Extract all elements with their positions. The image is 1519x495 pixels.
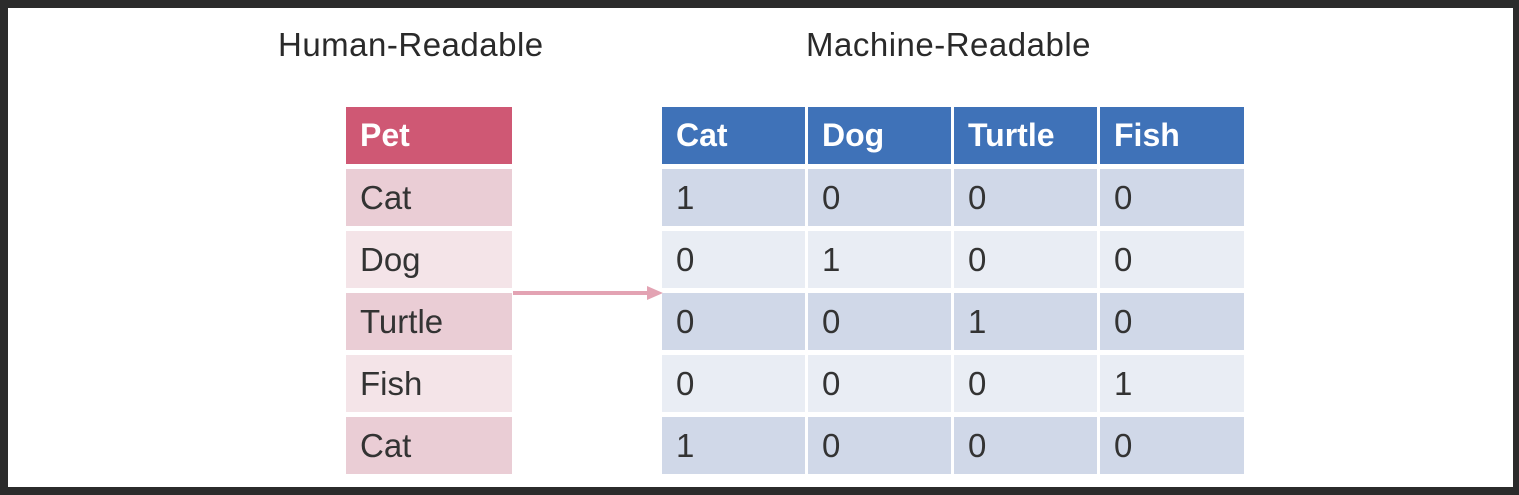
one-hot-column-header: Turtle (954, 107, 1097, 164)
pet-table: Pet Cat Dog Turtle Fish Cat (346, 107, 512, 474)
table-cell: 0 (662, 293, 805, 350)
table-cell: 0 (954, 355, 1097, 412)
one-hot-column-header: Cat (662, 107, 805, 164)
table-cell: 0 (808, 417, 951, 474)
pet-cell: Dog (346, 231, 512, 288)
pet-cell: Cat (346, 417, 512, 474)
pet-cell: Fish (346, 355, 512, 412)
table-cell: 0 (1100, 231, 1244, 288)
machine-readable-heading: Machine-Readable (806, 26, 1092, 63)
table-cell: 1 (662, 169, 805, 226)
table-cell: 1 (662, 417, 805, 474)
table-cell: 0 (1100, 417, 1244, 474)
table-cell: 1 (808, 231, 951, 288)
table-cell: 0 (808, 293, 951, 350)
arrow-right-icon (513, 286, 663, 300)
pet-cell: Turtle (346, 293, 512, 350)
pet-column-header: Pet (346, 107, 512, 164)
table-cell: 0 (662, 355, 805, 412)
table-row: 0 0 0 1 (662, 355, 1244, 412)
table-cell: 0 (954, 169, 1097, 226)
table-row: 0 1 0 0 (662, 231, 1244, 288)
one-hot-column-header: Fish (1100, 107, 1244, 164)
table-row: 1 0 0 0 (662, 169, 1244, 226)
table-cell: 1 (1100, 355, 1244, 412)
table-cell: 0 (1100, 293, 1244, 350)
table-cell: 0 (954, 417, 1097, 474)
table-cell: 0 (954, 231, 1097, 288)
human-readable-heading: Human-Readable (278, 26, 544, 63)
table-cell: 1 (954, 293, 1097, 350)
one-hot-header-row: Cat Dog Turtle Fish (662, 107, 1244, 164)
table-cell: 0 (1100, 169, 1244, 226)
slide: Human-Readable Machine-Readable Pet Cat … (8, 8, 1513, 487)
table-row: 1 0 0 0 (662, 417, 1244, 474)
table-row: 0 0 1 0 (662, 293, 1244, 350)
pet-cell: Cat (346, 169, 512, 226)
one-hot-column-header: Dog (808, 107, 951, 164)
table-cell: 0 (662, 231, 805, 288)
one-hot-table: Cat Dog Turtle Fish 1 0 0 0 0 1 0 0 0 0 … (662, 107, 1244, 474)
table-cell: 0 (808, 355, 951, 412)
table-cell: 0 (808, 169, 951, 226)
